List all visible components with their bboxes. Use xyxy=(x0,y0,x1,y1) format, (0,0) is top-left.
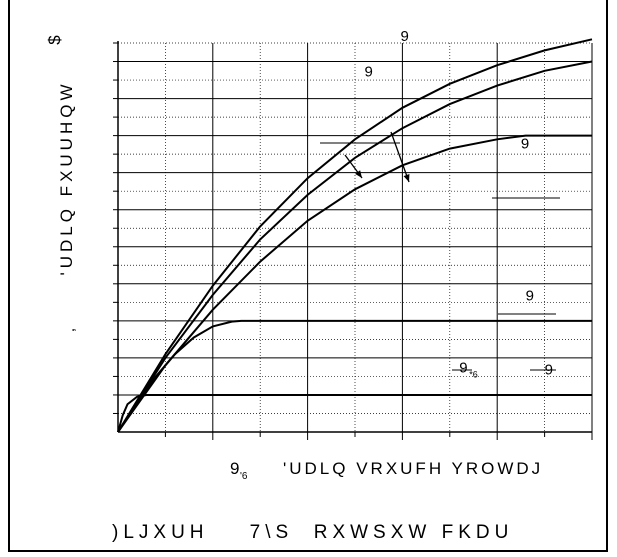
curve-label-5: 9 xyxy=(459,360,467,377)
series-line-3 xyxy=(117,134,592,433)
axes xyxy=(113,41,593,440)
curve-label-2: 9 xyxy=(364,63,372,80)
grid xyxy=(118,42,593,432)
y-axis-prefix-glyph: , xyxy=(61,328,78,332)
y-axis-label: 'UDLQ FXUUHQW xyxy=(57,80,76,275)
caption-number: 7\S xyxy=(249,522,294,543)
curve-label-subscript: *6 xyxy=(469,370,478,380)
x-axis-variable: 9 xyxy=(230,459,239,478)
pointer-arrowhead xyxy=(355,170,362,178)
series-line-1 xyxy=(117,394,592,433)
curve-label-4: 9 xyxy=(526,287,534,304)
series-layer xyxy=(117,38,593,433)
pointer-arrow-line xyxy=(390,131,410,183)
x-axis-label: 'UDLQ VRXUFH YROWDJ xyxy=(283,459,543,478)
pointer-arrowhead xyxy=(403,174,410,182)
figure-frame xyxy=(8,0,608,552)
figure-caption: )LJXUH 7\S RXWSXW FKDU xyxy=(112,522,513,544)
series-line-5 xyxy=(117,38,593,433)
curve-label-3: 9 xyxy=(521,136,529,153)
caption-figure-word: )LJXUH xyxy=(112,522,209,543)
x-axis-variable-subscript: '6 xyxy=(240,471,248,482)
curve-label-1: 9 xyxy=(401,28,409,45)
caption-rest: RXWSXW FKDU xyxy=(313,522,514,543)
series-line-4 xyxy=(117,60,593,433)
y-axis-unit-glyph: $ xyxy=(45,35,64,45)
